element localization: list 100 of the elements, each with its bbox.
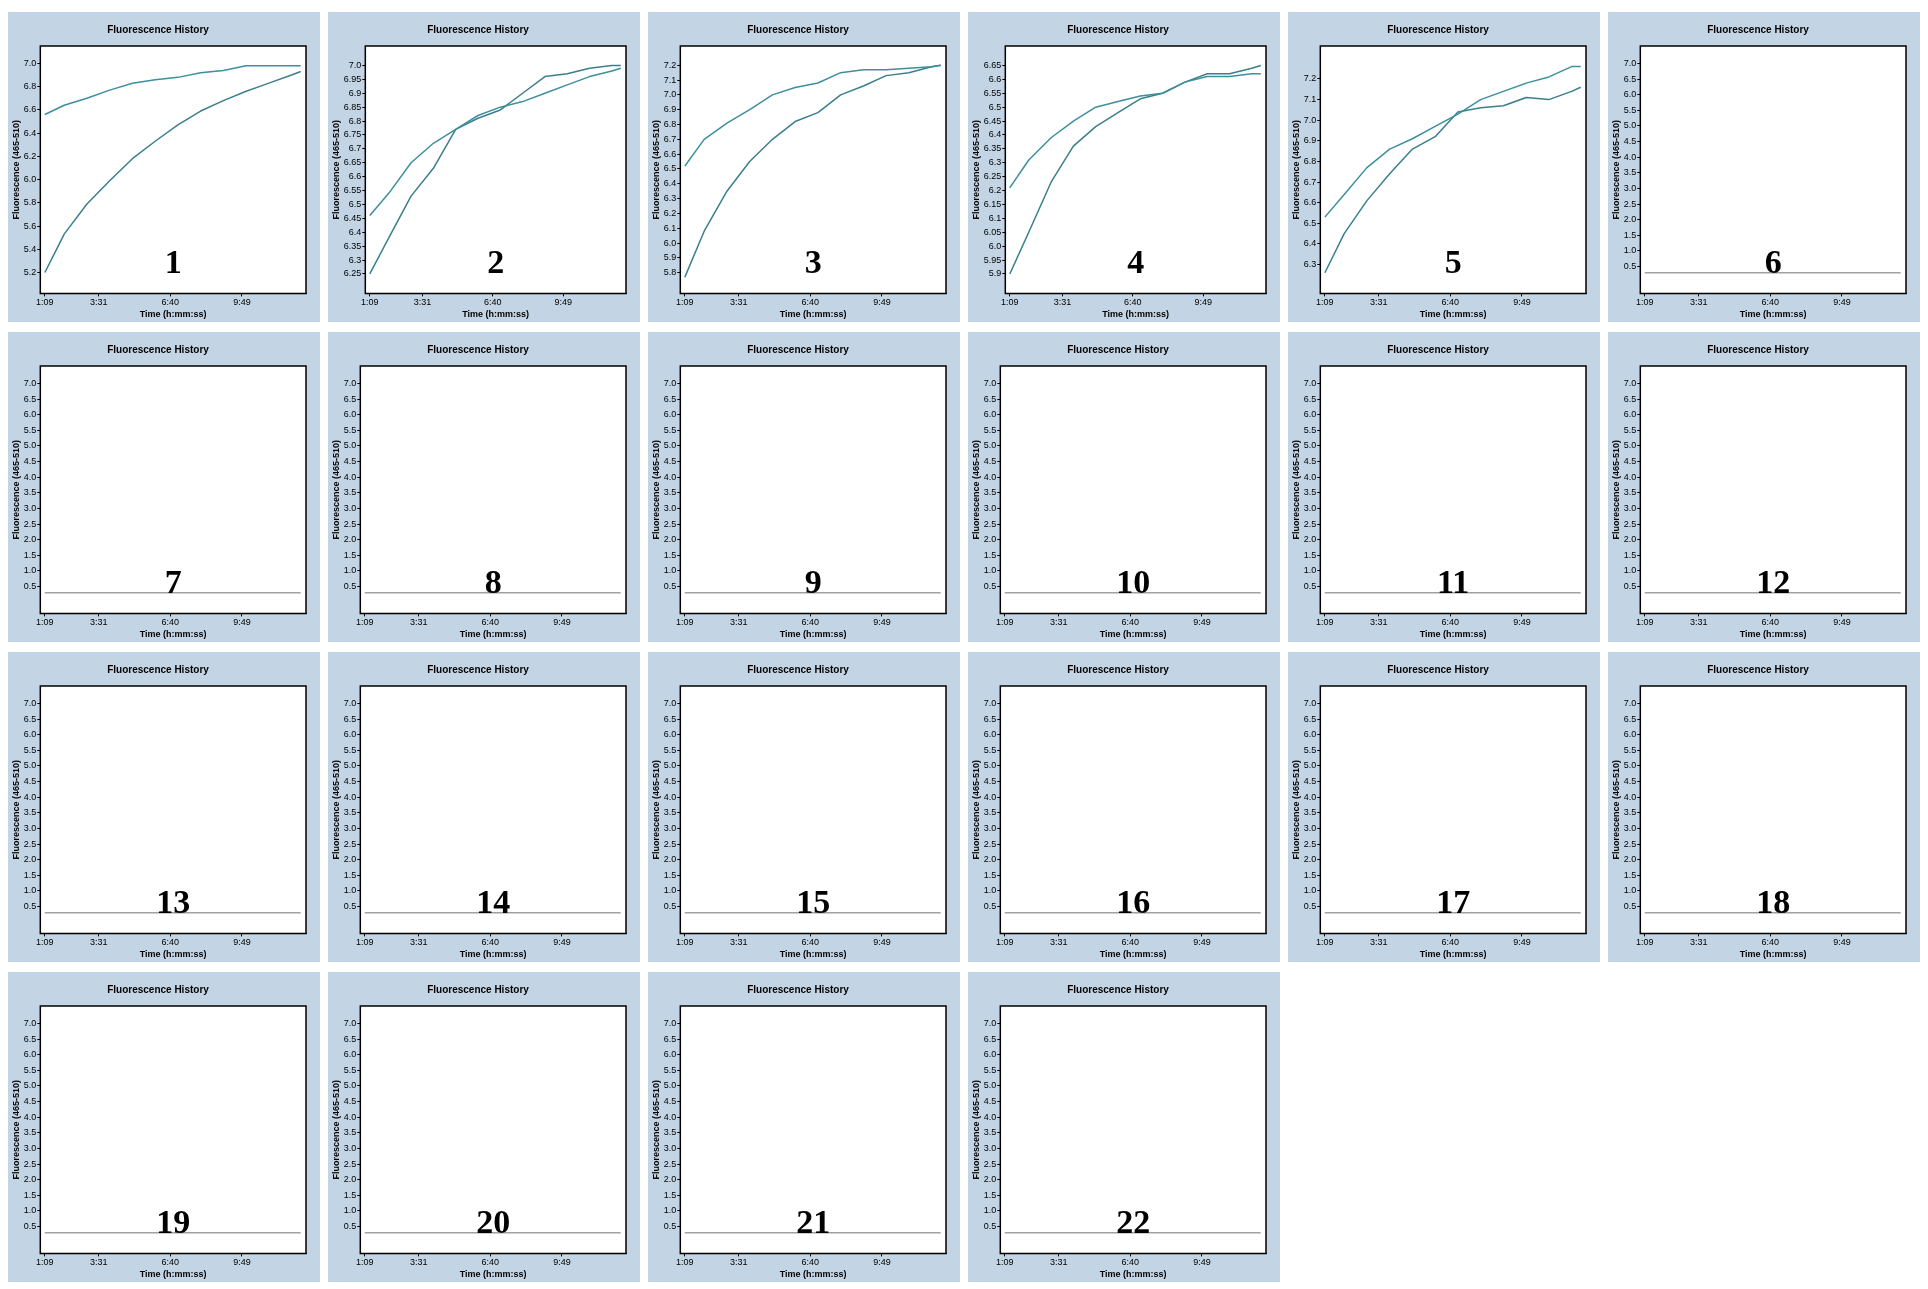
annotation: 22 bbox=[1116, 1203, 1151, 1241]
y-axis-title: Fluorescence (465-510) bbox=[1290, 119, 1301, 220]
y-axis-title: Fluorescence (465-510) bbox=[650, 119, 661, 220]
x-tick-label: 1:09 bbox=[356, 617, 374, 628]
x-tick-label: 3:31 bbox=[729, 297, 748, 308]
y-axis-title: Fluorescence (465-510) bbox=[330, 119, 341, 220]
y-tick-label: 6.5 bbox=[983, 713, 997, 724]
y-tick-label: 4.0 bbox=[23, 791, 37, 802]
annotation: 20 bbox=[476, 1203, 511, 1241]
y-tick-label: 4.0 bbox=[1303, 791, 1317, 802]
x-axis-title: Time (h:mm:ss) bbox=[1099, 1269, 1167, 1280]
y-tick-label: 6.55 bbox=[983, 87, 1002, 98]
y-axis-title: Fluorescence (465-510) bbox=[330, 439, 341, 540]
y-tick-label: 4.0 bbox=[983, 1111, 997, 1122]
y-tick-label: 6.0 bbox=[1623, 729, 1637, 740]
x-tick-label: 9:49 bbox=[1513, 937, 1531, 948]
y-tick-label: 7.0 bbox=[343, 697, 357, 708]
y-tick-label: 1.0 bbox=[343, 1205, 357, 1216]
y-tick-label: 0.5 bbox=[983, 581, 997, 592]
x-axis-title: Time (h:mm:ss) bbox=[139, 629, 207, 640]
y-tick-label: 4.0 bbox=[983, 791, 997, 802]
y-tick-label: 3.0 bbox=[23, 502, 37, 513]
chart-title: Fluorescence History bbox=[747, 983, 850, 995]
y-axis-title: Fluorescence (465-510) bbox=[10, 1079, 21, 1180]
y-tick-label: 6.0 bbox=[1303, 409, 1317, 420]
y-tick-label: 3.0 bbox=[343, 822, 357, 833]
y-tick-label: 2.5 bbox=[663, 1158, 677, 1169]
y-tick-label: 7.0 bbox=[663, 1017, 677, 1028]
chart-title: Fluorescence History bbox=[1387, 663, 1490, 675]
annotation: 1 bbox=[164, 243, 182, 281]
y-tick-label: 2.5 bbox=[23, 838, 37, 849]
x-axis-title: Time (h:mm:ss) bbox=[1419, 949, 1487, 960]
x-tick-label: 9:49 bbox=[1193, 937, 1211, 948]
x-tick-label: 9:49 bbox=[233, 1257, 251, 1268]
y-tick-label: 5.5 bbox=[23, 744, 37, 755]
y-tick-label: 0.5 bbox=[23, 581, 37, 592]
y-tick-label: 0.5 bbox=[343, 901, 357, 912]
x-axis-title: Time (h:mm:ss) bbox=[779, 949, 847, 960]
y-tick-label: 6.8 bbox=[663, 119, 677, 129]
x-axis-title: Time (h:mm:ss) bbox=[1739, 949, 1807, 960]
x-axis-title: Time (h:mm:ss) bbox=[1099, 949, 1167, 960]
chart-title: Fluorescence History bbox=[1067, 23, 1170, 35]
x-tick-label: 6:40 bbox=[1761, 297, 1780, 308]
y-tick-label: 1.5 bbox=[983, 549, 997, 560]
x-tick-label: 9:49 bbox=[1193, 617, 1211, 628]
y-tick-label: 3.5 bbox=[23, 1127, 37, 1138]
x-tick-label: 6:40 bbox=[1121, 1257, 1140, 1268]
y-tick-label: 3.5 bbox=[983, 487, 997, 498]
y-tick-label: 1.5 bbox=[1303, 869, 1317, 880]
y-tick-label: 4.5 bbox=[1623, 456, 1637, 467]
y-tick-label: 5.5 bbox=[1623, 744, 1637, 755]
y-tick-label: 6.7 bbox=[663, 133, 677, 144]
y-tick-label: 6.5 bbox=[23, 393, 37, 404]
y-tick-label: 4.5 bbox=[983, 456, 997, 467]
x-axis-title: Time (h:mm:ss) bbox=[459, 1269, 527, 1280]
x-tick-label: 1:09 bbox=[361, 297, 379, 308]
y-tick-label: 2.5 bbox=[1623, 518, 1637, 529]
x-axis-title: Time (h:mm:ss) bbox=[139, 949, 207, 960]
y-tick-label: 7.0 bbox=[1303, 377, 1317, 388]
y-tick-label: 3.5 bbox=[1303, 807, 1317, 818]
y-tick-label: 3.5 bbox=[343, 807, 357, 818]
x-tick-label: 9:49 bbox=[1513, 297, 1531, 308]
annotation: 18 bbox=[1756, 883, 1791, 921]
y-tick-label: 0.5 bbox=[663, 581, 677, 592]
y-tick-label: 2.5 bbox=[343, 838, 357, 849]
y-tick-label: 2.5 bbox=[983, 838, 997, 849]
x-tick-label: 6:40 bbox=[1441, 617, 1460, 628]
x-tick-label: 6:40 bbox=[1124, 297, 1142, 308]
y-tick-label: 2.5 bbox=[23, 1158, 37, 1169]
y-tick-label: 0.5 bbox=[663, 901, 677, 912]
y-tick-label: 3.0 bbox=[343, 1142, 357, 1153]
x-tick-label: 3:31 bbox=[89, 1257, 108, 1268]
y-tick-label: 1.0 bbox=[1623, 245, 1637, 256]
y-tick-label: 4.5 bbox=[343, 456, 357, 467]
y-tick-label: 4.5 bbox=[23, 456, 37, 467]
x-tick-label: 1:09 bbox=[676, 1257, 694, 1268]
y-tick-label: 3.0 bbox=[343, 502, 357, 513]
y-tick-label: 6.7 bbox=[1303, 176, 1317, 187]
y-tick-label: 4.5 bbox=[663, 456, 677, 467]
x-tick-label: 1:09 bbox=[36, 937, 54, 948]
y-tick-label: 5.2 bbox=[23, 266, 37, 277]
y-tick-label: 1.0 bbox=[23, 885, 37, 896]
x-tick-label: 1:09 bbox=[356, 1257, 374, 1268]
y-tick-label: 6.5 bbox=[1623, 73, 1637, 84]
y-tick-label: 2.0 bbox=[663, 854, 677, 865]
x-tick-label: 3:31 bbox=[409, 617, 428, 628]
y-tick-label: 6.6 bbox=[988, 73, 1002, 84]
y-tick-label: 7.0 bbox=[23, 57, 37, 68]
y-tick-label: 3.5 bbox=[663, 487, 677, 498]
y-tick-label: 6.5 bbox=[663, 163, 677, 174]
y-tick-label: 5.0 bbox=[663, 760, 677, 771]
y-tick-label: 0.5 bbox=[23, 901, 37, 912]
y-tick-label: 5.0 bbox=[1623, 760, 1637, 771]
y-tick-label: 6.4 bbox=[988, 129, 1002, 140]
y-tick-label: 0.5 bbox=[1623, 901, 1637, 912]
y-tick-label: 6.1 bbox=[663, 222, 677, 233]
y-tick-label: 7.0 bbox=[23, 697, 37, 708]
y-tick-label: 6.0 bbox=[663, 409, 677, 420]
chart-title: Fluorescence History bbox=[427, 663, 530, 675]
annotation: 7 bbox=[164, 563, 182, 601]
